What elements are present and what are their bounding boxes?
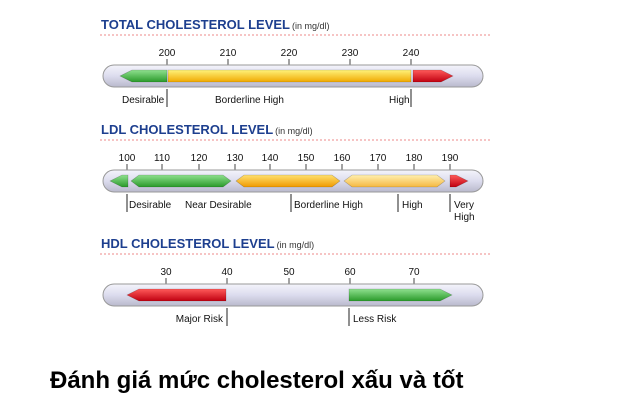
tick-label: 160	[334, 153, 351, 164]
tick-label: 140	[262, 153, 279, 164]
panel-title: HDL CHOLESTEROL LEVEL	[101, 236, 275, 251]
range-segment	[348, 288, 453, 302]
range-segment	[130, 174, 232, 188]
unit-label: (in mg/dl)	[292, 21, 330, 31]
tick-label: 220	[281, 48, 298, 59]
range-label: Very	[454, 200, 474, 211]
range-segment	[109, 174, 129, 188]
tick-label: 50	[283, 267, 295, 278]
range-label: Borderline High	[294, 200, 363, 211]
tick-label: 170	[370, 153, 387, 164]
tick-label: 180	[406, 153, 423, 164]
range-label: Less Risk	[353, 314, 397, 325]
tick-label: 100	[119, 153, 136, 164]
range-segment	[412, 69, 454, 83]
range-label: High	[389, 95, 410, 106]
panel-title: LDL CHOLESTEROL LEVEL	[101, 122, 273, 137]
tick-label: 230	[342, 48, 359, 59]
unit-label: (in mg/dl)	[277, 240, 315, 250]
range-label: Borderline High	[215, 95, 284, 106]
range-segment	[167, 69, 412, 83]
range-label: Major Risk	[176, 314, 224, 325]
range-segment	[343, 174, 446, 188]
tick-label: 240	[403, 48, 420, 59]
tick-label: 60	[344, 267, 356, 278]
tick-label: 40	[221, 267, 233, 278]
caption: Đánh giá mức cholesterol xấu và tốt	[50, 367, 463, 394]
range-segment	[119, 69, 168, 83]
range-label: Desirable	[129, 200, 172, 211]
range-label: High	[402, 200, 423, 211]
range-label: Desirable	[122, 95, 165, 106]
range-segment	[126, 288, 227, 302]
unit-label: (in mg/dl)	[275, 126, 313, 136]
tick-label: 30	[160, 267, 172, 278]
tick-label: 120	[191, 153, 208, 164]
tick-label: 70	[408, 267, 420, 278]
range-segment	[449, 174, 469, 188]
tick-label: 150	[298, 153, 315, 164]
range-label: High	[454, 212, 475, 223]
range-label: Near Desirable	[185, 200, 252, 211]
tick-label: 130	[227, 153, 244, 164]
tick-label: 110	[154, 153, 170, 164]
range-segment	[235, 174, 341, 188]
panel-title: TOTAL CHOLESTEROL LEVEL	[101, 17, 290, 32]
tick-label: 200	[159, 48, 176, 59]
tick-label: 210	[220, 48, 237, 59]
tick-label: 190	[442, 153, 459, 164]
